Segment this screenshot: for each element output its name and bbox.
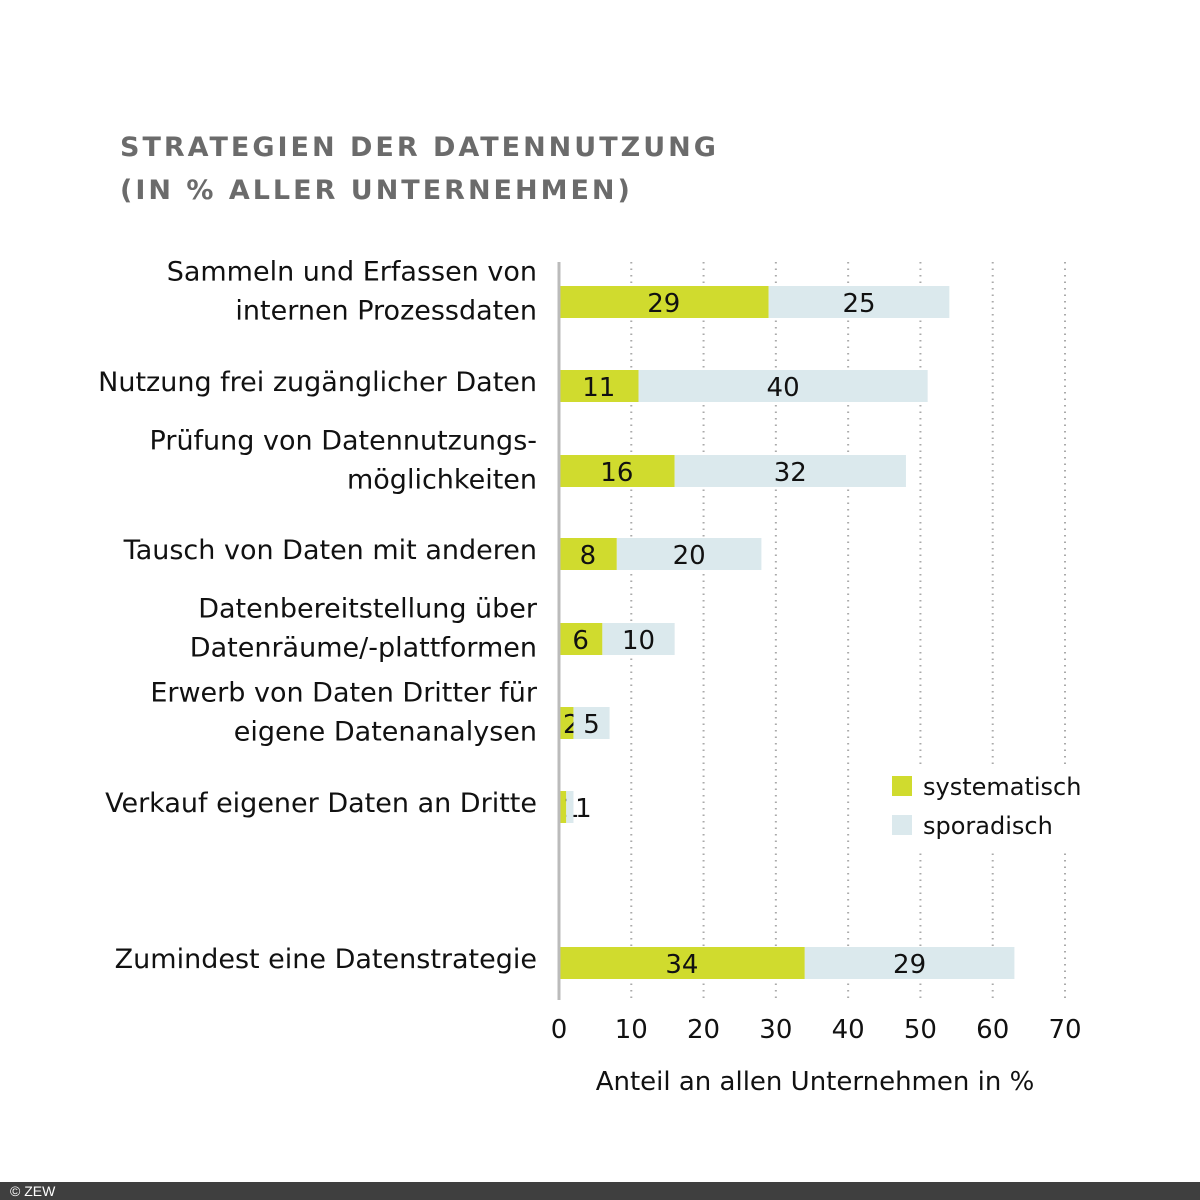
bar-sporadisch: [804, 947, 1015, 979]
x-tick-label: 50: [904, 1015, 937, 1045]
category-label: Zumindest eine Datenstrategie: [115, 944, 537, 975]
category-label: Erwerb von Daten Dritter für: [150, 678, 538, 709]
legend-label: systematisch: [923, 773, 1081, 801]
data-label: 34: [665, 950, 698, 980]
title-line: STRATEGIEN DER DATENNUTZUNG: [120, 132, 719, 163]
bar-sporadisch: [638, 370, 928, 402]
category-label: Nutzung frei zugänglicher Daten: [98, 367, 537, 398]
subtitle-line: (IN % ALLER UNTERNEHMEN): [120, 175, 633, 206]
data-label: 8: [580, 541, 597, 571]
category-label: Tausch von Daten mit anderen: [123, 535, 537, 566]
data-label: 20: [673, 541, 706, 571]
x-tick-label: 30: [759, 1015, 792, 1045]
copyright-footer: © ZEW: [0, 1182, 1200, 1200]
data-label: 10: [622, 626, 655, 656]
x-tick-label: 10: [615, 1015, 648, 1045]
x-tick-label: 60: [976, 1015, 1009, 1045]
data-label: 32: [774, 458, 807, 488]
chart-title: STRATEGIEN DER DATENNUTZUNG (IN % ALLER …: [120, 126, 719, 212]
legend-swatch: [892, 776, 912, 796]
bar-systematisch: [559, 286, 769, 318]
bar-sporadisch: [768, 286, 950, 318]
legend-label: sporadisch: [923, 812, 1053, 840]
data-label: 1: [575, 794, 592, 824]
bar-systematisch: [559, 623, 603, 655]
bar-systematisch: [559, 947, 805, 979]
category-label: eigene Datenanalysen: [234, 717, 537, 748]
category-label: internen Prozessdaten: [235, 296, 537, 327]
data-label: 6: [572, 626, 589, 656]
bar-systematisch: [559, 791, 567, 823]
data-label: 29: [893, 950, 926, 980]
category-label: Datenräume/-plattformen: [190, 633, 537, 664]
data-label: 40: [767, 373, 800, 403]
category-label: Sammeln und Erfassen von: [167, 257, 537, 288]
bar-systematisch: [559, 370, 639, 402]
legend-swatch: [892, 815, 912, 835]
category-label: Datenbereitstellung über: [198, 594, 538, 625]
bar-sporadisch: [573, 707, 610, 739]
category-label: Verkauf eigener Daten an Dritte: [105, 788, 537, 819]
x-tick-label: 20: [687, 1015, 720, 1045]
bar-systematisch: [559, 538, 617, 570]
category-label: möglichkeiten: [347, 465, 537, 496]
x-tick-label: 0: [551, 1015, 568, 1045]
data-label: 11: [582, 373, 615, 403]
data-label: 29: [647, 289, 680, 319]
data-label: 25: [842, 289, 875, 319]
x-axis-label: Anteil an allen Unternehmen in %: [596, 1067, 1035, 1097]
bar-systematisch: [559, 707, 574, 739]
bar-sporadisch: [674, 455, 906, 487]
data-label: 16: [600, 458, 633, 488]
bar-sporadisch: [616, 538, 762, 570]
bar-systematisch: [559, 455, 675, 487]
category-label: Prüfung von Datennutzungs-: [150, 426, 537, 457]
bar-sporadisch: [602, 623, 675, 655]
data-label: 5: [583, 710, 600, 740]
x-tick-label: 40: [832, 1015, 865, 1045]
x-tick-label: 70: [1048, 1015, 1081, 1045]
bar-sporadisch: [566, 791, 574, 823]
